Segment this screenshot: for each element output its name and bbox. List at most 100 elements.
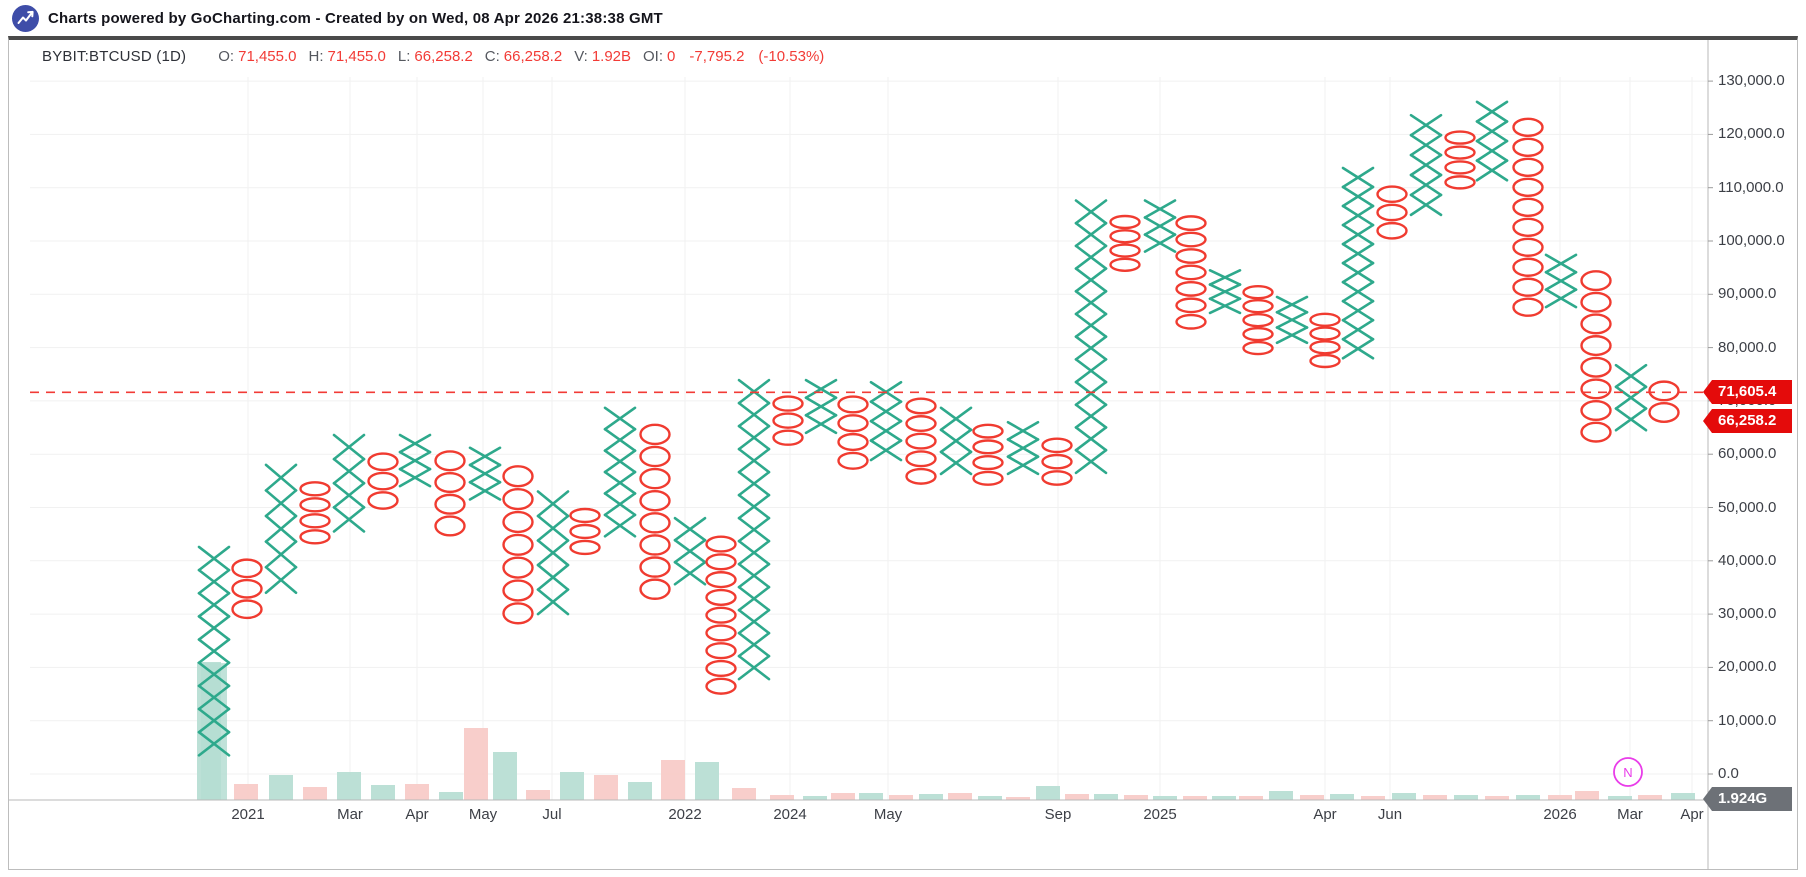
y-axis-label: 40,000.0 [1718, 551, 1777, 569]
y-axis-label: 80,000.0 [1718, 338, 1777, 356]
x-glyph [939, 428, 973, 454]
y-axis-label: 10,000.0 [1718, 711, 1777, 729]
volume-axis-tag: 1.924G [1703, 787, 1792, 811]
x-glyph [1143, 216, 1177, 236]
x-glyph [603, 492, 637, 517]
pnf-x-column [1409, 113, 1443, 217]
o-glyph [639, 534, 671, 556]
o-glyph [1309, 340, 1341, 355]
pnf-columns [197, 100, 1680, 800]
o-glyph [1175, 280, 1207, 297]
volume-bar-down [770, 795, 794, 800]
x-glyph [1341, 185, 1375, 208]
o-glyph [972, 439, 1004, 455]
o-glyph [1512, 297, 1544, 317]
o-glyph [1175, 313, 1207, 330]
pnf-x-column [1074, 199, 1108, 475]
x-axis-label: May [873, 806, 903, 823]
o-glyph [569, 507, 601, 524]
o-glyph [1175, 215, 1207, 232]
gocharting-logo [12, 4, 39, 32]
volume-bar-down [1575, 791, 1599, 800]
o-glyph [434, 450, 466, 472]
x-glyph [1614, 363, 1648, 389]
o-glyph [1109, 214, 1141, 230]
o-glyph [772, 395, 804, 412]
volume-bar-up [1608, 796, 1632, 800]
y-axis-label: 50,000.0 [1718, 498, 1777, 516]
news-marker-circle[interactable] [1613, 757, 1643, 787]
x-axis-label: May [468, 806, 498, 823]
x-glyph [1341, 204, 1375, 227]
volume-bar-down [1006, 797, 1030, 800]
o-glyph [639, 423, 671, 446]
o-glyph [705, 606, 737, 624]
pnf-o-column [569, 507, 601, 556]
y-axis-label: 20,000.0 [1718, 658, 1777, 676]
volume-bar-up [1094, 794, 1118, 800]
o-glyph [502, 602, 534, 625]
x-glyph [197, 568, 231, 595]
x-glyph [1006, 438, 1040, 458]
x-glyph [1409, 153, 1443, 177]
pnf-o-column [1309, 312, 1341, 369]
pnf-o-column [299, 481, 331, 545]
volume-histogram [197, 662, 1695, 800]
x-glyph [264, 489, 298, 518]
x-glyph [1341, 280, 1375, 303]
x-axis-label: Apr [1680, 806, 1704, 823]
x-glyph [1208, 283, 1242, 301]
o-glyph [231, 599, 263, 620]
x-glyph [869, 439, 903, 462]
x-glyph [398, 450, 432, 471]
pnf-x-column [1275, 295, 1309, 345]
o-glyph [1512, 237, 1544, 257]
y-axis-label: 130,000.0 [1718, 72, 1785, 90]
x-glyph [468, 480, 502, 501]
o-glyph [1376, 221, 1408, 240]
o-glyph [1175, 248, 1207, 264]
news-marker-label: N [1623, 765, 1632, 780]
x-glyph [264, 514, 298, 543]
x-glyph [804, 413, 838, 435]
pnf-o-column [1109, 214, 1141, 272]
close-value: 66,258.2 [503, 48, 563, 65]
symbol-title: BYBIT:BTCUSD (1D) [42, 48, 187, 65]
x-glyph [264, 540, 298, 569]
o-glyph [1041, 470, 1073, 486]
o-glyph [705, 588, 737, 606]
x-glyph [332, 506, 366, 533]
volume-bar-down [1239, 796, 1263, 800]
news-marker[interactable]: N [1613, 757, 1643, 787]
volume-bar-up [919, 794, 943, 800]
pnf-o-column [772, 395, 804, 446]
o-glyph [1580, 421, 1612, 443]
volume-bar-up [803, 796, 827, 800]
o-glyph [1580, 291, 1612, 313]
x-axis-label: 2021 [231, 806, 265, 823]
gridlines [30, 77, 1708, 800]
pnf-x-column [197, 545, 231, 800]
x-glyph [332, 433, 366, 461]
x-axis-label: 2022 [668, 806, 702, 823]
o-glyph [837, 414, 869, 433]
x-glyph [1074, 403, 1108, 429]
y-axis-label: 0.0 [1718, 765, 1739, 782]
volume-bar-up [1212, 796, 1236, 800]
x-glyph [737, 631, 771, 658]
x-glyph [1074, 426, 1108, 452]
pnf-x-column [264, 463, 298, 595]
x-glyph [398, 433, 432, 454]
x-glyph [1341, 261, 1375, 284]
x-axis-label: 2024 [773, 806, 807, 823]
volume-bar-down [1423, 795, 1447, 800]
volume-bar-up [560, 772, 584, 800]
pnf-x-column [673, 516, 707, 586]
high-label: H: [308, 48, 324, 65]
o-glyph [1309, 353, 1341, 369]
o-glyph [299, 529, 331, 545]
volume-bar-up [1392, 793, 1416, 800]
close-label: C: [484, 48, 500, 65]
volume-bar-up [1036, 786, 1060, 800]
